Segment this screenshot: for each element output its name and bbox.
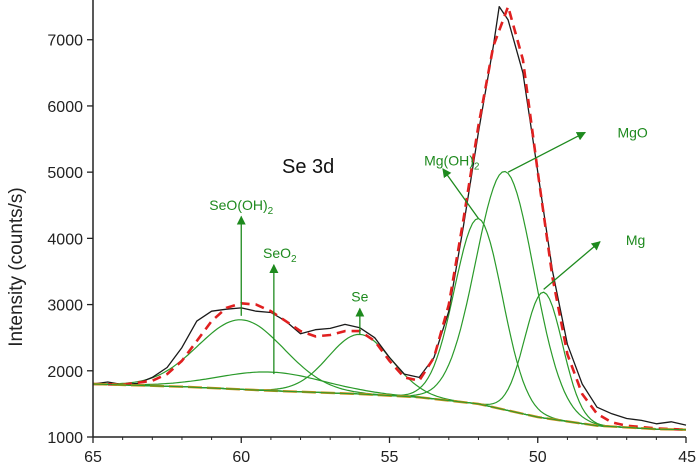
baseline-line bbox=[92, 383, 687, 431]
x-tick-label: 45 bbox=[678, 449, 696, 466]
y-tick-label: 4000 bbox=[47, 231, 83, 248]
y-tick-label: 1000 bbox=[47, 430, 83, 447]
annotation-arrow-mgo bbox=[507, 131, 586, 173]
y-tick-label: 2000 bbox=[47, 364, 83, 381]
x-tick-label: 50 bbox=[529, 449, 547, 466]
component-curve-1 bbox=[93, 319, 686, 431]
annotation-arrow-mg bbox=[543, 241, 601, 290]
annotation-label-mgo: MgO bbox=[617, 125, 647, 141]
y-axis-title: Intensity (counts/s) bbox=[6, 187, 27, 346]
envelope-series-line bbox=[92, 5, 687, 431]
measured-series-line bbox=[92, 5, 687, 426]
x-tick-label: 55 bbox=[381, 449, 399, 466]
peak-annotations: SeO(OH)2 SeO2 Se Mg(OH)2 MgO Mg bbox=[209, 125, 648, 375]
panel-label: Se 3d bbox=[282, 156, 334, 178]
y-tick-label: 7000 bbox=[47, 33, 83, 50]
annotation-label-mg-oh-2: Mg(OH)2 bbox=[424, 153, 480, 173]
annotation-label-se: Se bbox=[351, 288, 368, 304]
annotation-label-seo-oh-2: SeO(OH)2 bbox=[209, 197, 273, 217]
annotation-label-seo2: SeO2 bbox=[263, 245, 297, 265]
component-curve-4 bbox=[92, 217, 686, 431]
component-curve-2 bbox=[93, 371, 686, 431]
component-curve-5 bbox=[92, 170, 686, 431]
y-tick-label: 6000 bbox=[47, 99, 83, 116]
x-tick-label: 65 bbox=[84, 449, 102, 466]
annotation-arrow-mg-oh-2 bbox=[442, 168, 479, 219]
y-tick-label: 5000 bbox=[47, 165, 83, 182]
axes: 65 60 55 50 45 1000 2000 3000 4000 5000 6000 7000 bbox=[47, 0, 696, 466]
plot-area bbox=[92, 5, 687, 431]
annotation-label-mg: Mg bbox=[626, 232, 645, 248]
y-tick-label: 3000 bbox=[47, 298, 83, 315]
x-tick-label: 60 bbox=[232, 449, 250, 466]
